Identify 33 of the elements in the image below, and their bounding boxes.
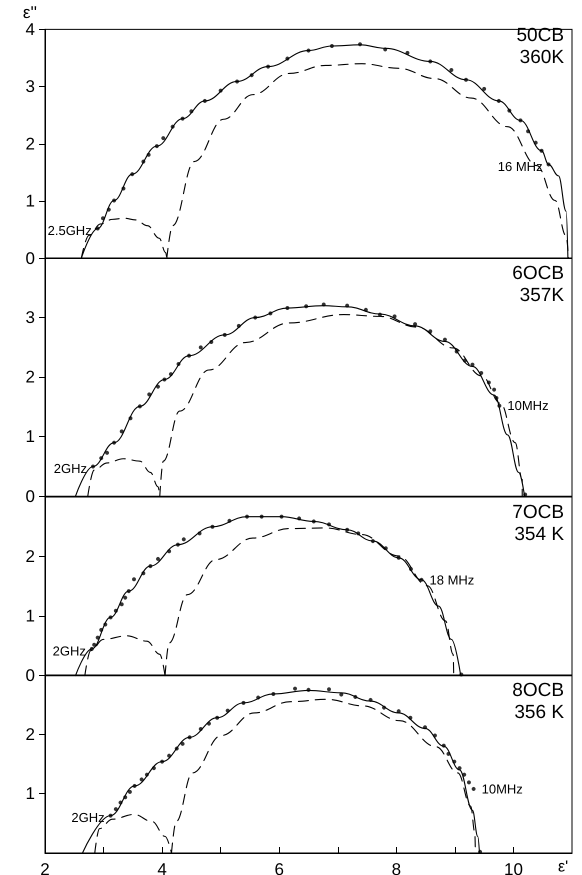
x-axis-title: ε' xyxy=(558,858,568,875)
y-tick-label: 2 xyxy=(26,134,35,154)
annotation: 10MHz xyxy=(482,782,523,797)
annotation: 16 MHz xyxy=(498,158,543,174)
annotation: 2.5GHz xyxy=(48,223,92,238)
y-tick-label: 1 xyxy=(26,606,35,626)
y-tick-label: 0 xyxy=(26,248,35,268)
annotation: 8OCB xyxy=(512,680,564,702)
y-tick-label: 3 xyxy=(26,77,35,96)
x-tick-label: 4 xyxy=(157,860,167,875)
y-tick-label: 2 xyxy=(26,368,35,387)
y-tick-label: 0 xyxy=(26,666,35,685)
annotation: 357K xyxy=(520,285,564,306)
annotation: 2GHz xyxy=(71,810,105,826)
annotation: 2GHz xyxy=(54,461,88,476)
y-tick-label: 4 xyxy=(26,20,35,39)
y-tick-label: 2 xyxy=(26,725,35,744)
y-tick-label: 1 xyxy=(26,427,35,446)
annotation: 7OCB xyxy=(512,502,564,523)
annotation: 6OCB xyxy=(512,263,564,284)
annotation: 360K xyxy=(520,47,564,68)
y-tick-label: 3 xyxy=(26,308,35,328)
annotation: 18 MHz xyxy=(430,572,474,587)
y-tick-label: 0 xyxy=(26,487,35,506)
annotation: 354 K xyxy=(514,524,564,545)
annotation: 10MHz xyxy=(507,398,549,414)
y-axis-title: ε'' xyxy=(22,3,37,22)
y-tick-label: 1 xyxy=(26,784,35,804)
y-tick-label: 1 xyxy=(26,192,35,211)
annotation: 356 K xyxy=(514,702,564,724)
y-tick-label: 2 xyxy=(26,546,35,566)
x-tick-label: 2 xyxy=(40,860,50,875)
annotation: 2GHz xyxy=(52,642,86,658)
